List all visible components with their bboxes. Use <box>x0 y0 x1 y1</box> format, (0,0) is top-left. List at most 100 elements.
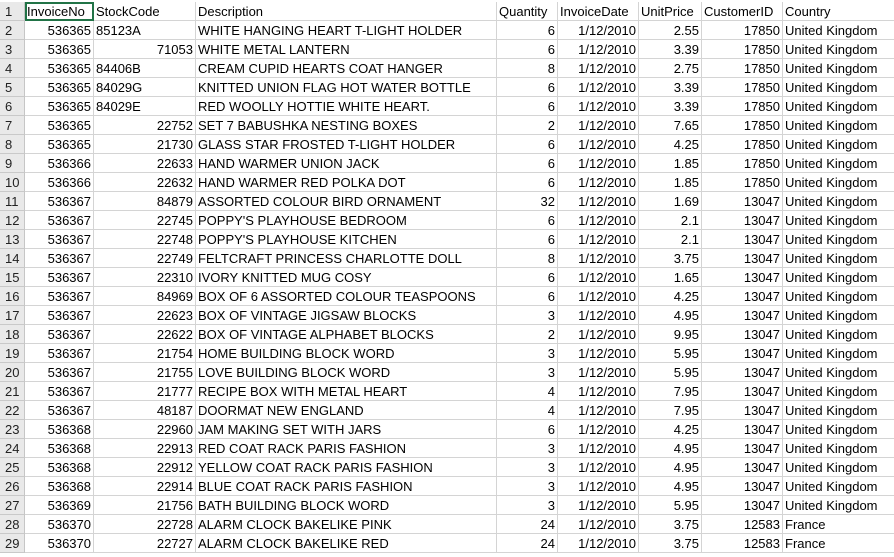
cell-customerid[interactable]: 17850 <box>702 40 783 59</box>
cell-invoiceno[interactable]: 536368 <box>25 420 94 439</box>
cell-stockcode[interactable]: 21755 <box>94 363 196 382</box>
cell-customerid[interactable]: 13047 <box>702 363 783 382</box>
cell-unitprice[interactable]: 4.95 <box>639 477 702 496</box>
cell-country[interactable]: United Kingdom <box>783 477 894 496</box>
cell-quantity[interactable]: 2 <box>497 116 558 135</box>
row-header[interactable]: 23 <box>0 420 25 439</box>
cell-invoicedate[interactable]: 1/12/2010 <box>558 420 639 439</box>
cell-unitprice[interactable]: 4.25 <box>639 420 702 439</box>
cell-description[interactable]: DOORMAT NEW ENGLAND <box>196 401 497 420</box>
cell-quantity[interactable]: 8 <box>497 59 558 78</box>
cell-customerid[interactable]: 13047 <box>702 211 783 230</box>
cell-invoiceno[interactable]: 536370 <box>25 534 94 553</box>
cell-customerid[interactable]: 17850 <box>702 59 783 78</box>
row-header[interactable]: 8 <box>0 135 25 154</box>
cell-stockcode[interactable]: 22752 <box>94 116 196 135</box>
cell-stockcode[interactable]: 21730 <box>94 135 196 154</box>
cell-unitprice[interactable]: 4.95 <box>639 439 702 458</box>
row-header[interactable]: 7 <box>0 116 25 135</box>
cell-quantity[interactable]: 3 <box>497 496 558 515</box>
cell-unitprice[interactable]: 9.95 <box>639 325 702 344</box>
cell-country[interactable]: United Kingdom <box>783 135 894 154</box>
cell-invoiceno[interactable]: 536365 <box>25 116 94 135</box>
cell-invoiceno[interactable]: 536367 <box>25 230 94 249</box>
cell-invoicedate[interactable]: 1/12/2010 <box>558 173 639 192</box>
cell-stockcode[interactable]: 22748 <box>94 230 196 249</box>
row-header[interactable]: 6 <box>0 97 25 116</box>
cell-unitprice[interactable]: 2.1 <box>639 230 702 249</box>
cell-invoicedate[interactable]: 1/12/2010 <box>558 78 639 97</box>
cell-invoicedate[interactable]: 1/12/2010 <box>558 458 639 477</box>
cell-description[interactable]: BOX OF VINTAGE ALPHABET BLOCKS <box>196 325 497 344</box>
cell-country[interactable]: United Kingdom <box>783 382 894 401</box>
row-header[interactable]: 16 <box>0 287 25 306</box>
cell-invoiceno[interactable]: 536367 <box>25 211 94 230</box>
cell-stockcode[interactable]: 22727 <box>94 534 196 553</box>
cell-description[interactable]: POPPY'S PLAYHOUSE BEDROOM <box>196 211 497 230</box>
cell-quantity[interactable]: 3 <box>497 439 558 458</box>
cell-unitprice[interactable]: 4.95 <box>639 306 702 325</box>
cell-customerid[interactable]: 13047 <box>702 344 783 363</box>
cell-invoicedate[interactable]: 1/12/2010 <box>558 249 639 268</box>
cell-invoicedate[interactable]: 1/12/2010 <box>558 230 639 249</box>
cell-invoiceno[interactable]: 536368 <box>25 439 94 458</box>
cell-description[interactable]: ALARM CLOCK BAKELIKE PINK <box>196 515 497 534</box>
cell-customerid[interactable]: 17850 <box>702 21 783 40</box>
row-header-1[interactable]: 1 <box>0 2 25 21</box>
cell-description[interactable]: BOX OF VINTAGE JIGSAW BLOCKS <box>196 306 497 325</box>
cell-invoicedate[interactable]: 1/12/2010 <box>558 192 639 211</box>
cell-description[interactable]: WHITE METAL LANTERN <box>196 40 497 59</box>
cell-invoiceno[interactable]: 536365 <box>25 78 94 97</box>
row-header[interactable]: 26 <box>0 477 25 496</box>
cell-customerid[interactable]: 17850 <box>702 135 783 154</box>
cell-description[interactable]: ALARM CLOCK BAKELIKE RED <box>196 534 497 553</box>
cell-invoiceno[interactable]: 536367 <box>25 249 94 268</box>
cell-country[interactable]: France <box>783 534 894 553</box>
cell-stockcode[interactable]: 71053 <box>94 40 196 59</box>
cell-invoiceno[interactable]: 536369 <box>25 496 94 515</box>
cell-stockcode[interactable]: 84029E <box>94 97 196 116</box>
row-header[interactable]: 22 <box>0 401 25 420</box>
cell-description[interactable]: KNITTED UNION FLAG HOT WATER BOTTLE <box>196 78 497 97</box>
cell-country[interactable]: United Kingdom <box>783 439 894 458</box>
cell-invoiceno[interactable]: 536367 <box>25 363 94 382</box>
cell-invoicedate[interactable]: 1/12/2010 <box>558 401 639 420</box>
cell-customerid[interactable]: 13047 <box>702 192 783 211</box>
cell-unitprice[interactable]: 3.75 <box>639 534 702 553</box>
cell-description[interactable]: RECIPE BOX WITH METAL HEART <box>196 382 497 401</box>
cell-invoicedate[interactable]: 1/12/2010 <box>558 477 639 496</box>
cell-description[interactable]: IVORY KNITTED MUG COSY <box>196 268 497 287</box>
header-cell-unitprice[interactable]: UnitPrice <box>639 2 702 21</box>
row-header[interactable]: 3 <box>0 40 25 59</box>
cell-country[interactable]: United Kingdom <box>783 154 894 173</box>
cell-invoiceno[interactable]: 536367 <box>25 192 94 211</box>
row-header[interactable]: 24 <box>0 439 25 458</box>
cell-invoicedate[interactable]: 1/12/2010 <box>558 534 639 553</box>
row-header[interactable]: 19 <box>0 344 25 363</box>
cell-invoicedate[interactable]: 1/12/2010 <box>558 154 639 173</box>
cell-stockcode[interactable]: 22745 <box>94 211 196 230</box>
cell-country[interactable]: United Kingdom <box>783 287 894 306</box>
row-header[interactable]: 10 <box>0 173 25 192</box>
cell-country[interactable]: United Kingdom <box>783 59 894 78</box>
cell-country[interactable]: France <box>783 515 894 534</box>
cell-quantity[interactable]: 6 <box>497 268 558 287</box>
cell-quantity[interactable]: 6 <box>497 230 558 249</box>
cell-invoicedate[interactable]: 1/12/2010 <box>558 268 639 287</box>
cell-customerid[interactable]: 13047 <box>702 401 783 420</box>
cell-quantity[interactable]: 3 <box>497 344 558 363</box>
cell-customerid[interactable]: 13047 <box>702 249 783 268</box>
cell-quantity[interactable]: 3 <box>497 363 558 382</box>
cell-unitprice[interactable]: 2.75 <box>639 59 702 78</box>
cell-description[interactable]: BLUE COAT RACK PARIS FASHION <box>196 477 497 496</box>
cell-country[interactable]: United Kingdom <box>783 401 894 420</box>
cell-invoiceno[interactable]: 536366 <box>25 154 94 173</box>
cell-customerid[interactable]: 17850 <box>702 154 783 173</box>
cell-customerid[interactable]: 12583 <box>702 515 783 534</box>
cell-invoiceno[interactable]: 536367 <box>25 382 94 401</box>
cell-country[interactable]: United Kingdom <box>783 420 894 439</box>
cell-customerid[interactable]: 13047 <box>702 458 783 477</box>
cell-unitprice[interactable]: 2.1 <box>639 211 702 230</box>
cell-unitprice[interactable]: 3.75 <box>639 515 702 534</box>
cell-quantity[interactable]: 24 <box>497 515 558 534</box>
